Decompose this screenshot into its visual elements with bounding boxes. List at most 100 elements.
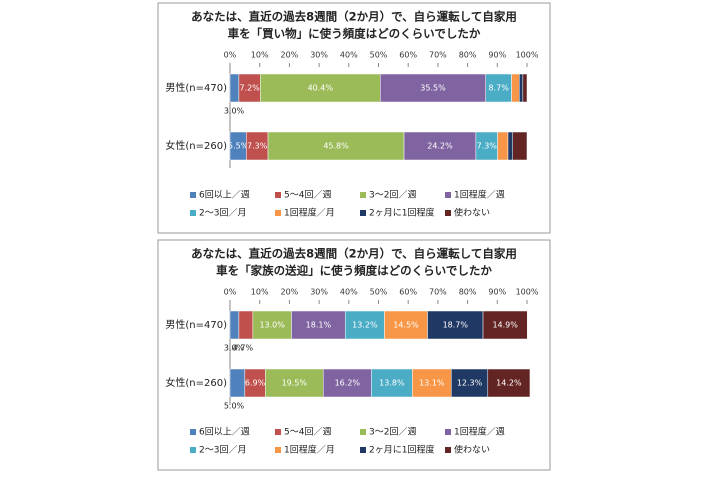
data-label: 18.7% <box>443 321 469 330</box>
x-tick-label: 40% <box>340 51 358 60</box>
data-label: 24.2% <box>427 142 453 151</box>
data-label: 5.5% <box>228 142 249 151</box>
legend-swatch <box>275 210 281 216</box>
x-tick-label: 50% <box>370 288 388 297</box>
x-tick-label: 70% <box>429 51 447 60</box>
bar-segment <box>522 73 528 103</box>
legend-label: 2ヶ月に1回程度 <box>369 444 434 456</box>
data-label: 7.2% <box>239 84 260 93</box>
data-label: 35.5% <box>420 84 446 93</box>
x-tick-label: 10% <box>251 51 269 60</box>
chart-title: 車を「買い物」に使う頻度はどのくらいでしたか <box>228 27 481 41</box>
bar-segment <box>344 310 385 340</box>
x-tick-label: 30% <box>310 51 328 60</box>
legend-label: 2ヶ月に1回程度 <box>369 207 434 219</box>
y-tick-label: 女性(n=260) <box>165 376 227 389</box>
legend-label: 5〜4回／週 <box>284 427 331 438</box>
x-tick-label: 60% <box>399 288 417 297</box>
data-label: 8.7% <box>488 84 509 93</box>
bar-segment <box>380 73 486 103</box>
legend-swatch <box>360 429 366 435</box>
x-tick-label: 10% <box>251 288 269 297</box>
data-label: 40.4% <box>308 84 334 93</box>
data-label: 13.0% <box>259 321 285 330</box>
data-label: 3.0% <box>224 344 245 353</box>
x-tick-label: 80% <box>459 51 477 60</box>
legend-swatch <box>190 447 196 453</box>
legend-swatch <box>190 429 196 435</box>
legend-swatch <box>190 210 196 216</box>
x-tick-label: 20% <box>281 288 299 297</box>
legend-swatch <box>360 210 366 216</box>
bar-segment <box>482 310 528 340</box>
chart-title: あなたは、直近の過去8週間（2か月）で、自ら運転して自家用 <box>191 10 517 24</box>
bar-segment <box>507 131 513 161</box>
bar-segment <box>511 73 520 103</box>
legend-label: 1回程度／週 <box>454 189 505 201</box>
y-tick-label: 男性(n=470) <box>165 318 227 331</box>
bar-segment <box>238 310 254 340</box>
x-tick-label: 100% <box>516 288 539 297</box>
legend-label: 2〜3回／月 <box>199 208 246 219</box>
bar-segment <box>323 368 372 398</box>
x-tick-label: 40% <box>340 288 358 297</box>
legend-swatch <box>445 210 451 216</box>
bar-segment <box>265 368 324 398</box>
data-label: 12.3% <box>457 379 483 388</box>
bar-segment <box>371 368 413 398</box>
bar-segment <box>497 131 509 161</box>
x-tick-label: 50% <box>370 51 388 60</box>
data-label: 19.5% <box>282 379 308 388</box>
data-label: 14.5% <box>393 321 419 330</box>
chart-title: 車を「家族の送迎」に使う頻度はどのくらいでしたか <box>216 264 492 278</box>
bar-segment <box>519 73 524 103</box>
x-tick-label: 20% <box>281 51 299 60</box>
legend-label: 6回以上／週 <box>199 190 250 201</box>
data-label: 7.3% <box>247 142 268 151</box>
bar-segment <box>512 131 528 161</box>
data-label: 5.0% <box>224 402 245 411</box>
data-label: 18.1% <box>306 321 332 330</box>
legend-label: 1回程度／週 <box>454 426 505 438</box>
legend-label: 5〜4回／週 <box>284 190 331 201</box>
x-tick-label: 30% <box>310 288 328 297</box>
x-tick-label: 0% <box>224 288 237 297</box>
panel <box>157 2 551 234</box>
legend-swatch <box>360 447 366 453</box>
legend-label: 使わない <box>454 444 490 456</box>
legend-swatch <box>190 192 196 198</box>
legend-swatch <box>445 192 451 198</box>
bar-segment <box>384 310 428 340</box>
data-label: 13.2% <box>352 321 378 330</box>
legend-label: 2〜3回／月 <box>199 445 246 456</box>
bar-segment <box>229 310 240 340</box>
legend-swatch <box>275 447 281 453</box>
data-label: 7.3% <box>477 142 498 151</box>
data-label: 14.2% <box>496 379 522 388</box>
bar-segment <box>229 73 240 103</box>
y-tick-label: 女性(n=260) <box>165 139 227 152</box>
data-label: 45.8% <box>323 142 349 151</box>
y-tick-label: 男性(n=470) <box>165 81 227 94</box>
legend-swatch <box>445 429 451 435</box>
x-tick-label: 70% <box>429 288 447 297</box>
data-label: 3.0% <box>224 107 245 116</box>
legend-label: 3〜2回／週 <box>369 190 416 201</box>
panel <box>157 239 551 471</box>
legend-swatch <box>275 429 281 435</box>
legend-label: 3〜2回／週 <box>369 427 416 438</box>
legend-swatch <box>275 192 281 198</box>
chart-title: あなたは、直近の過去8週間（2か月）で、自ら運転して自家用 <box>191 247 517 261</box>
legend-swatch <box>360 192 366 198</box>
data-label: 13.1% <box>419 379 445 388</box>
x-tick-label: 90% <box>488 51 506 60</box>
bar-segment <box>487 368 531 398</box>
data-label: 16.2% <box>335 379 361 388</box>
bar-segment <box>485 73 512 103</box>
data-label: 14.9% <box>492 321 518 330</box>
data-label: 4.7% <box>233 344 254 353</box>
legend-label: 1回程度／月 <box>284 444 335 456</box>
bar-segment <box>412 368 452 398</box>
